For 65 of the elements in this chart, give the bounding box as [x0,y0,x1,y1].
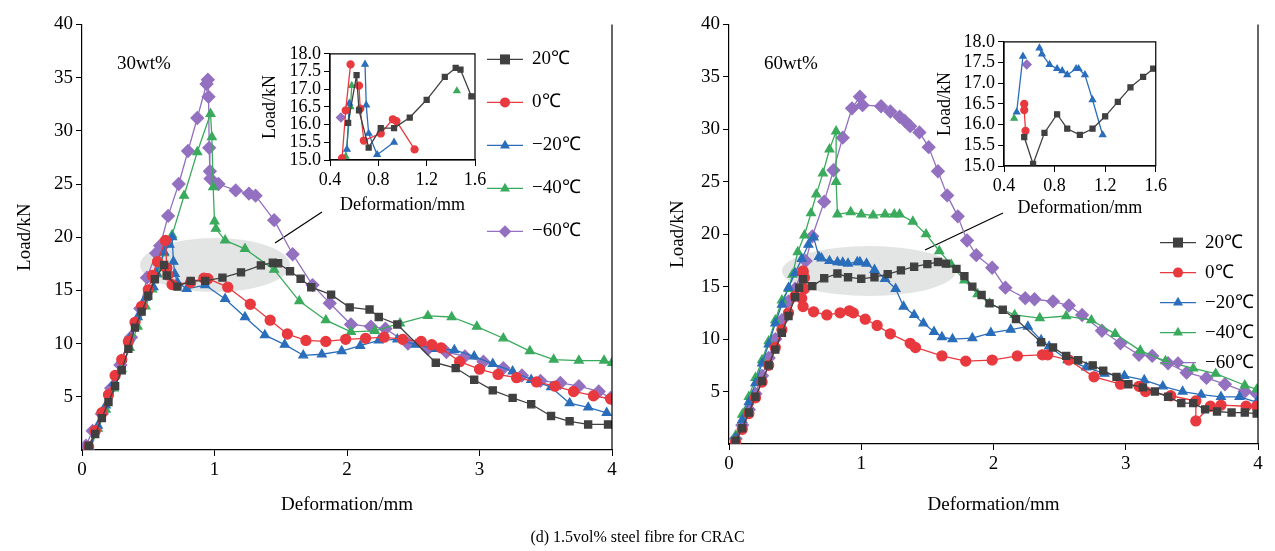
x-tick-label: 1 [856,452,866,474]
x-axis-title: Deformation/mm [1017,196,1143,217]
y-tick-label: 30 [701,117,720,139]
y-tick-label: 40 [701,12,720,34]
legend-label: −20℃ [532,133,581,155]
y-tick-label: 15.5 [963,134,995,155]
x-tick-label: 3 [1121,452,1131,474]
y-tick-label: 18.0 [289,42,321,63]
x-tick-label: 0.8 [367,168,390,189]
x-tick-label: 1.6 [463,168,487,189]
y-tick-label: 10 [701,327,720,349]
legend-label: 20℃ [1205,230,1243,252]
y-tick-label: 17.5 [963,51,995,72]
y-tick-label: 30 [54,118,73,140]
y-tick-label: 20 [54,225,73,247]
text: (d) 1.5vol% steel fibre for CRAC [529,528,746,546]
x-axis-title: Deformation/mm [927,492,1060,514]
x-tick-label: 1.6 [1144,174,1167,195]
y-tick-label: 35 [54,65,73,87]
x-tick-label: 0.4 [992,174,1016,195]
x-tick-label: 0.4 [318,168,342,189]
y-tick-label: 5 [63,384,73,406]
x-axis-title: Deformation/mm [281,492,414,514]
legend-label: −20℃ [1205,290,1254,312]
y-tick-label: 35 [701,64,720,86]
annotation: 60wt% [764,52,818,74]
legend-label: −60℃ [532,219,581,241]
y-tick-label: 16.0 [289,113,321,134]
y-tick-label: 25 [54,171,73,193]
y-tick-label: 16.5 [289,95,321,116]
x-tick-label: 4 [607,458,618,480]
y-axis-title: Load/kN [666,200,688,268]
legend-label: 0℃ [532,90,561,112]
x-tick-label: 1 [209,458,220,480]
legend-label: −40℃ [532,176,581,198]
x-tick-label: 1.2 [415,168,438,189]
x-tick-label: 0 [724,452,734,474]
legend-label: 20℃ [532,47,570,69]
y-tick-label: 15.0 [963,154,995,175]
legend-label: 0℃ [1205,260,1234,282]
x-tick-label: 4 [1253,452,1264,474]
y-axis-title: Load/kN [258,74,279,139]
y-tick-label: 16.5 [963,92,995,113]
x-tick-label: 0 [77,458,87,480]
legend-label: −40℃ [1205,320,1254,342]
x-tick-label: 3 [474,458,485,480]
y-tick-label: 25 [701,169,720,191]
y-tick-label: 17.0 [963,71,995,92]
y-tick-label: 16.0 [963,113,995,134]
x-tick-label: 2 [988,452,999,474]
legend-label: −60℃ [1205,350,1254,372]
y-tick-label: 5 [710,379,720,401]
y-tick-label: 40 [54,12,73,34]
y-axis-title: Load/kN [13,203,35,271]
annotation: 30wt% [117,52,171,74]
x-tick-label: 1.2 [1093,174,1117,195]
x-tick-label: 2 [342,458,352,480]
y-tick-label: 18.0 [963,30,995,51]
y-tick-label: 10 [54,331,73,353]
y-tick-label: 15 [54,278,73,300]
x-axis-title: Deformation/mm [340,193,465,214]
x-tick-label: 0.8 [1043,174,1066,195]
y-tick-label: 20 [701,222,720,244]
y-axis-title: Load/kN [933,71,954,136]
y-tick-label: 15 [701,274,720,296]
